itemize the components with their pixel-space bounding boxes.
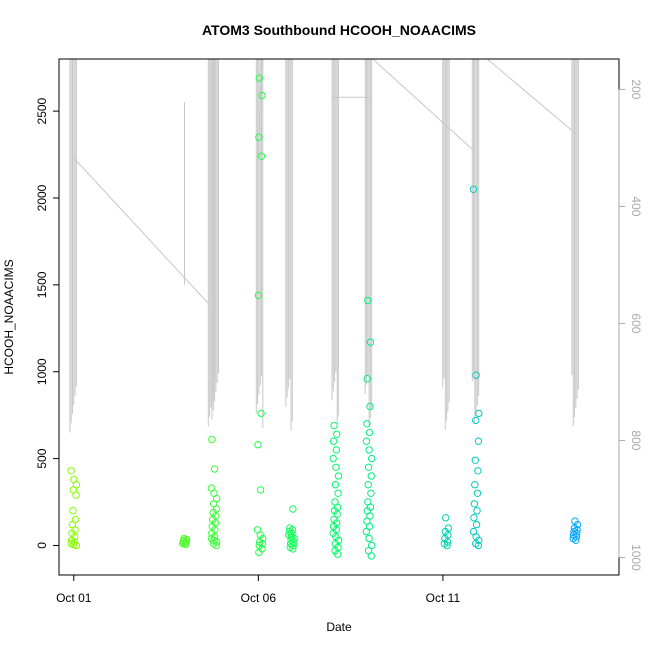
data-point: [333, 430, 341, 438]
data-point: [365, 428, 374, 437]
data-point: [334, 472, 343, 480]
data-point: [72, 491, 80, 499]
data-point: [72, 541, 81, 550]
plot-frame: [58, 58, 620, 576]
data-point: [367, 552, 375, 560]
x-tick-label: Oct 01: [56, 591, 92, 605]
data-point: [443, 541, 451, 550]
pressure-trace-layer: [69, 58, 579, 433]
data-point: [474, 467, 482, 475]
data-point: [363, 420, 371, 428]
data-point: [333, 550, 342, 558]
y-tick-label: 1500: [35, 271, 49, 298]
data-point: [471, 481, 479, 489]
data-point: [364, 296, 372, 305]
y2-tick-label: 1000: [629, 544, 643, 571]
data-point: [329, 437, 338, 445]
data-point: [69, 507, 77, 515]
pressure-trace-line: [69, 58, 579, 433]
data-point: [255, 74, 263, 82]
y-axis-label: HCOOH_NOAACIMS: [2, 259, 16, 374]
data-point: [472, 416, 480, 425]
data-point: [472, 371, 480, 379]
y-tick-label: 500: [35, 448, 49, 468]
data-point: [331, 481, 340, 489]
data-point: [474, 541, 483, 550]
data-point: [254, 441, 262, 449]
y2-tick-label: 400: [629, 196, 643, 216]
y-tick-label: 2000: [35, 184, 49, 211]
x-axis: Oct 01 Oct 06 Oct 11: [56, 574, 461, 605]
y2-tick-label: 600: [629, 313, 643, 333]
data-point: [366, 338, 375, 346]
data-point: [368, 454, 376, 463]
data-point: [254, 291, 263, 299]
x-axis-label: Date: [326, 620, 352, 634]
data-point: [332, 446, 340, 454]
data-point: [208, 435, 216, 444]
data-point: [255, 133, 263, 141]
data-point: [365, 534, 373, 543]
data-point: [289, 505, 297, 513]
y-tick-label: 0: [35, 542, 49, 549]
secondary-y-axis: 200 400 600 800 1000: [618, 79, 643, 571]
data-point: [256, 486, 265, 494]
chart-title: ATOM3 Southbound HCOOH_NOAACIMS: [202, 22, 476, 38]
data-point: [362, 437, 371, 445]
data-point: [210, 465, 219, 473]
data-point: [367, 489, 375, 497]
data-point: [255, 548, 263, 557]
data-point: [289, 545, 297, 553]
data-point: [181, 540, 190, 549]
data-point: [212, 541, 221, 550]
y2-tick-label: 800: [629, 430, 643, 450]
data-point: [470, 500, 479, 508]
data-point: [329, 454, 337, 463]
data-point: [475, 409, 483, 418]
data-points-layer: [67, 74, 582, 560]
data-point: [257, 409, 265, 418]
data-point: [332, 463, 340, 471]
data-point: [572, 536, 580, 544]
y-axis: 0 500 1000 1500 2000 2500: [35, 97, 60, 549]
data-point: [442, 514, 450, 522]
data-point: [362, 527, 371, 536]
data-point: [364, 463, 373, 471]
data-point: [473, 507, 481, 515]
data-point: [257, 152, 266, 161]
x-tick-label: Oct 06: [241, 591, 277, 605]
data-point: [470, 514, 478, 522]
data-point: [367, 472, 375, 480]
data-point: [471, 456, 479, 464]
data-point: [334, 489, 342, 497]
y2-tick-label: 200: [629, 79, 643, 99]
data-point: [474, 437, 483, 445]
y-tick-label: 1000: [35, 358, 49, 385]
data-point: [364, 481, 372, 489]
data-point: [366, 402, 374, 411]
data-point: [330, 421, 338, 430]
data-point: [472, 520, 481, 529]
y-tick-label: 2500: [35, 97, 49, 124]
data-point: [469, 185, 478, 194]
data-point: [473, 489, 482, 497]
x-tick-label: Oct 11: [426, 591, 461, 605]
data-point: [365, 446, 373, 454]
data-point: [258, 91, 266, 100]
data-point: [67, 467, 75, 475]
data-point: [363, 375, 371, 383]
